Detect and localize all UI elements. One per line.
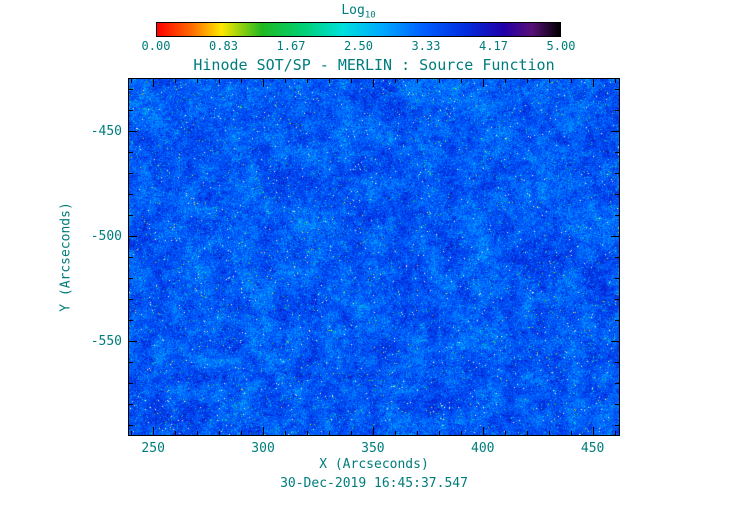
heatmap-canvas (129, 79, 619, 435)
plot-frame (128, 78, 620, 436)
colorbar-title: Log10 (156, 3, 561, 21)
x-tick-label: 300 (251, 441, 275, 456)
colorbar-tick-label: 5.00 (546, 39, 576, 53)
colorbar-gradient (156, 22, 561, 37)
x-tick-label: 250 (141, 441, 165, 456)
colorbar-title-base: Log (341, 3, 365, 18)
y-tick-label: -550 (90, 333, 122, 349)
colorbar-tick-label: 4.17 (479, 39, 508, 53)
colorbar-tick-label: 1.67 (276, 39, 306, 53)
colorbar-tick-labels: 0.00 0.83 1.67 2.50 3.33 4.17 5.00 (142, 39, 576, 54)
colorbar-title-subscript: 10 (364, 10, 376, 21)
x-axis-label: X (Arcseconds) (319, 457, 429, 472)
y-axis-label: Y (Arcseconds) (58, 202, 74, 312)
plot-title: Hinode SOT/SP - MERLIN : Source Function (193, 56, 555, 74)
timestamp: 30-Dec-2019 16:45:37.547 (280, 476, 468, 491)
colorbar-tick-label: 0.00 (141, 39, 171, 53)
x-tick-label: 350 (361, 441, 385, 456)
x-tick-label: 400 (471, 441, 495, 456)
colorbar-tick-label: 2.50 (344, 39, 373, 53)
y-tick-label: -500 (90, 229, 122, 245)
colorbar-tick-label: 0.83 (209, 39, 238, 53)
y-tick-label: -450 (90, 124, 122, 140)
colorbar-tick-label: 3.33 (411, 39, 441, 53)
x-tick-label: 450 (580, 441, 605, 456)
